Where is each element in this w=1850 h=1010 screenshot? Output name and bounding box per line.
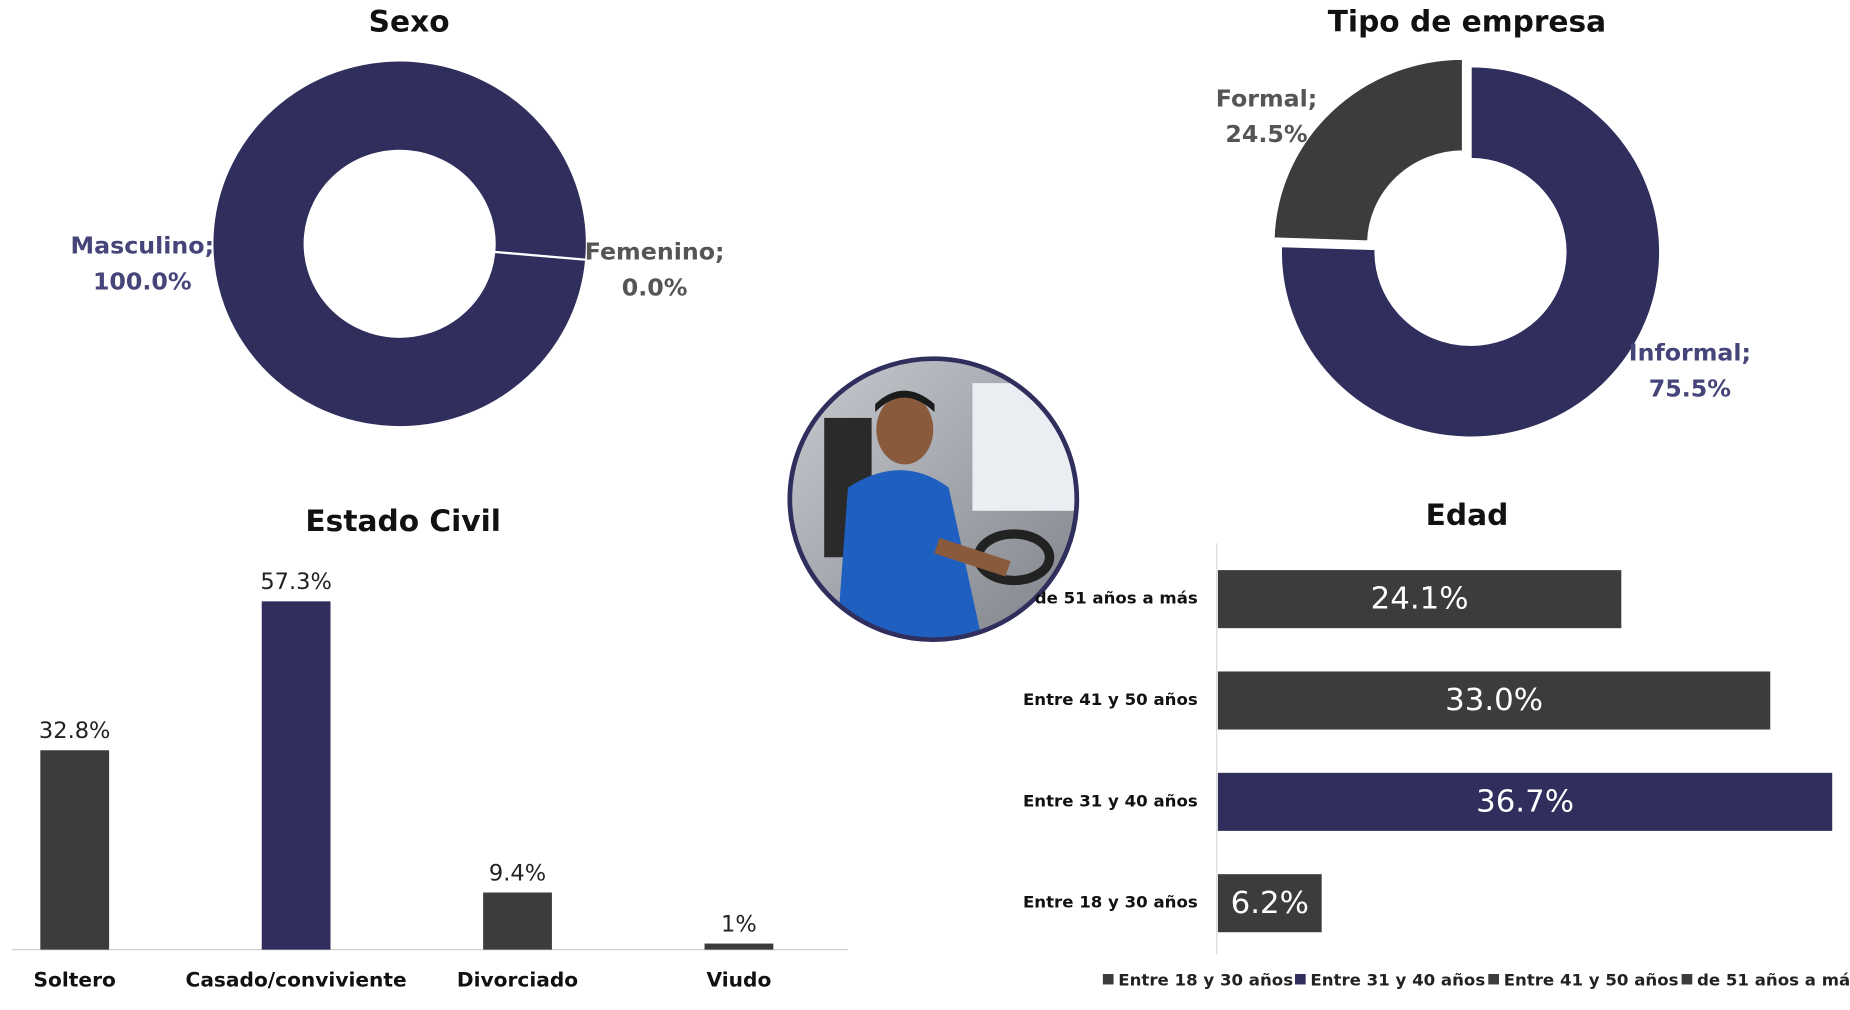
chart-title: Edad bbox=[1426, 498, 1509, 532]
driver-photo bbox=[787, 356, 1080, 642]
y-tick-label: Entre 31 y 40 años bbox=[1023, 791, 1198, 810]
donut-slice bbox=[1279, 65, 1662, 439]
legend-swatch bbox=[1488, 974, 1499, 985]
value-label: 57.3% bbox=[260, 569, 332, 595]
value-label: 75.5% bbox=[1649, 375, 1731, 403]
value-label: 0.0% bbox=[622, 274, 688, 302]
y-tick-label: Entre 18 y 30 años bbox=[1023, 893, 1198, 912]
bar bbox=[704, 943, 774, 950]
chart-title: Sexo bbox=[369, 5, 450, 39]
legend-swatch bbox=[1681, 974, 1693, 985]
category-label: Femenino; bbox=[585, 238, 725, 266]
legend-label: Entre 31 y 40 años bbox=[1310, 971, 1485, 990]
category-label: Masculino; bbox=[71, 232, 215, 260]
bar bbox=[1217, 570, 1622, 629]
chart-title: Estado Civil bbox=[305, 504, 501, 538]
x-tick-label: Casado/conviviente bbox=[186, 968, 407, 992]
legend-label: de 51 años a más bbox=[1697, 971, 1850, 990]
legend-swatch bbox=[1295, 974, 1306, 985]
y-tick-label: de 51 años a más bbox=[1035, 589, 1198, 608]
x-tick-label: Divorciado bbox=[457, 968, 578, 992]
value-label: 24.1% bbox=[1371, 582, 1469, 617]
bar bbox=[1217, 772, 1833, 831]
bar bbox=[483, 892, 552, 950]
x-tick-label: Soltero bbox=[34, 968, 116, 992]
value-label: 1% bbox=[721, 912, 757, 938]
value-label: 24.5% bbox=[1225, 120, 1307, 148]
bar bbox=[40, 750, 110, 950]
donut-slice bbox=[1272, 57, 1465, 243]
y-tick-label: Entre 41 y 50 años bbox=[1023, 690, 1198, 709]
bar bbox=[261, 601, 331, 950]
value-label: 32.8% bbox=[39, 718, 111, 744]
value-label: 9.4% bbox=[489, 861, 546, 887]
value-label: 36.7% bbox=[1476, 785, 1574, 820]
category-label: Informal; bbox=[1629, 339, 1751, 367]
bar bbox=[1217, 874, 1322, 933]
value-label: 6.2% bbox=[1231, 886, 1309, 921]
donut-slice bbox=[494, 250, 587, 261]
category-label: Formal; bbox=[1216, 85, 1318, 113]
legend-label: Entre 41 y 50 años bbox=[1504, 971, 1679, 990]
donut-slice bbox=[211, 59, 589, 429]
value-label: 33.0% bbox=[1445, 683, 1543, 718]
legend-label: Entre 18 y 30 años bbox=[1118, 971, 1293, 990]
x-tick-label: Viudo bbox=[707, 968, 772, 992]
chart-title: Tipo de empresa bbox=[1328, 5, 1606, 39]
legend-swatch bbox=[1102, 974, 1114, 985]
value-label: 100.0% bbox=[93, 268, 192, 296]
bar bbox=[1217, 671, 1771, 730]
